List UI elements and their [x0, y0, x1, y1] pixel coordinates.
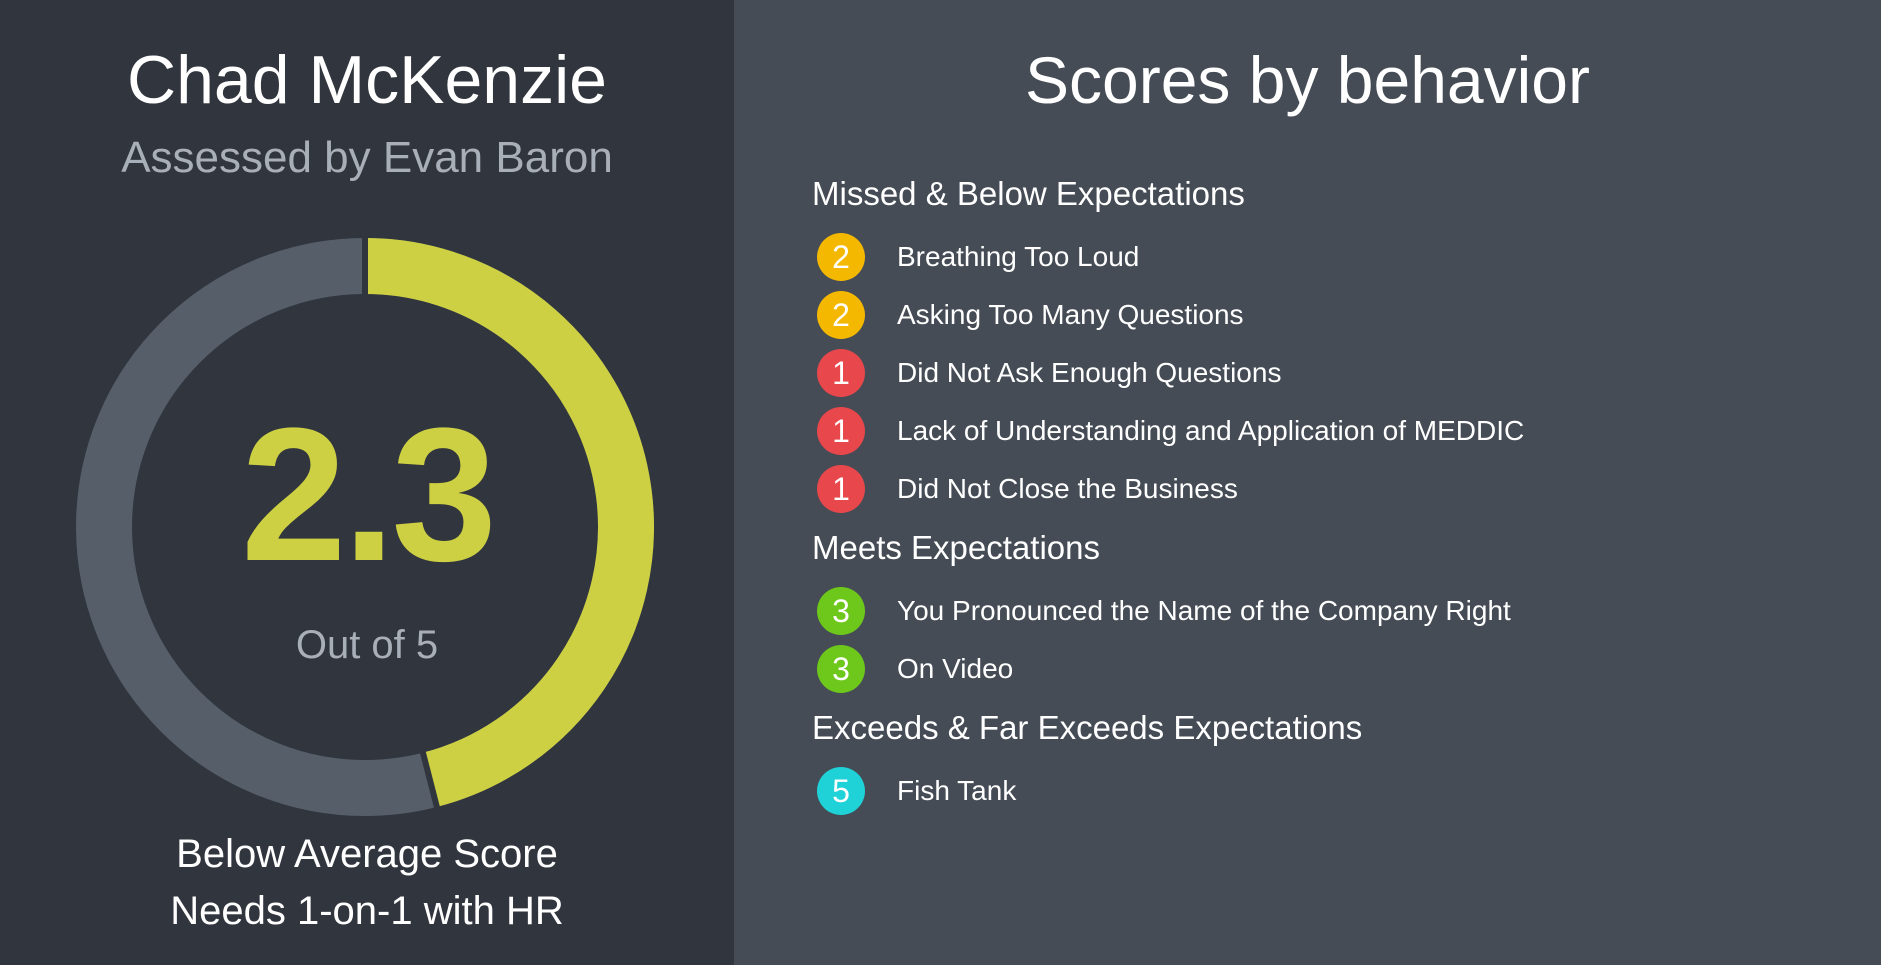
verdict-line-2: Needs 1-on-1 with HR — [170, 889, 564, 933]
behavior-item: 1 Did Not Ask Enough Questions — [817, 344, 1852, 402]
behavior-label: You Pronounced the Name of the Company R… — [897, 595, 1511, 626]
behavior-label: Did Not Ask Enough Questions — [897, 357, 1282, 388]
score-badge: 1 — [817, 465, 865, 513]
behavior-item: 1 Lack of Understanding and Application … — [817, 402, 1852, 460]
behavior-label: Lack of Understanding and Application of… — [897, 415, 1525, 446]
behavior-label: Fish Tank — [897, 775, 1017, 806]
behavior-label: Asking Too Many Questions — [897, 299, 1244, 330]
score-badge: 3 — [817, 587, 865, 635]
score-badge: 1 — [817, 407, 865, 455]
group-missed-below: Missed & Below Expectations 2 Breathing … — [812, 172, 1852, 518]
score-max-label: Out of 5 — [295, 623, 439, 667]
verdict-line-1: Below Average Score — [176, 832, 558, 876]
overall-score-value: 2.3 — [240, 389, 497, 601]
group-exceeds: Exceeds & Far Exceeds Expectations 5 Fis… — [812, 706, 1852, 820]
behavior-item: 2 Asking Too Many Questions — [817, 286, 1852, 344]
group-meets: Meets Expectations 3 You Pronounced the … — [812, 526, 1852, 698]
person-name: Chad McKenzie — [126, 42, 608, 118]
behavior-label: Breathing Too Loud — [897, 241, 1140, 272]
assessor-label: Assessed by Evan Baron — [121, 133, 613, 182]
score-badge: 2 — [817, 291, 865, 339]
score-verdict: Below Average Score Needs 1-on-1 with HR — [0, 826, 734, 940]
behavior-scores-title: Scores by behavior — [1025, 43, 1590, 117]
score-badge: 3 — [817, 645, 865, 693]
donut-fill — [364, 238, 654, 807]
behavior-label: On Video — [897, 653, 1014, 684]
behavior-scores-panel: Scores by behavior Missed & Below Expect… — [734, 0, 1881, 965]
score-donut — [76, 238, 654, 816]
score-badge: 2 — [817, 233, 865, 281]
behavior-item: 2 Breathing Too Loud — [817, 228, 1852, 286]
score-badge: 1 — [817, 349, 865, 397]
group-heading: Meets Expectations — [812, 529, 1100, 566]
behavior-item: 5 Fish Tank — [817, 762, 1852, 820]
group-heading: Missed & Below Expectations — [812, 175, 1245, 212]
behavior-groups: Missed & Below Expectations 2 Breathing … — [812, 172, 1852, 828]
behavior-item: 1 Did Not Close the Business — [817, 460, 1852, 518]
score-badge: 5 — [817, 767, 865, 815]
behavior-item: 3 You Pronounced the Name of the Company… — [817, 582, 1852, 640]
donut-gap-end — [419, 749, 441, 810]
score-donut-svg — [76, 238, 654, 816]
overall-score-panel: Chad McKenzie Assessed by Evan Baron 2.3… — [0, 0, 734, 965]
behavior-item: 3 On Video — [817, 640, 1852, 698]
behavior-label: Did Not Close the Business — [897, 473, 1238, 504]
group-heading: Exceeds & Far Exceeds Expectations — [812, 709, 1363, 746]
